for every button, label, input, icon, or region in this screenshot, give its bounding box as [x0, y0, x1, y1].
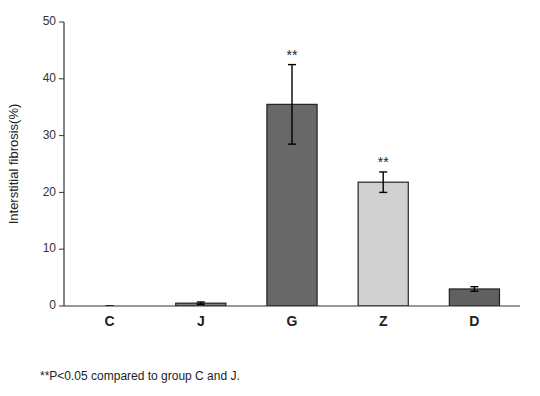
- y-tick-label: 30: [43, 128, 57, 142]
- y-axis-label: Interstitial fibrosis(%): [6, 104, 21, 225]
- bar: [449, 289, 499, 306]
- y-tick: [59, 78, 64, 79]
- y-tick: [59, 135, 64, 136]
- x-tick-label: J: [197, 313, 205, 329]
- y-tick: [59, 22, 64, 23]
- footnote: **P<0.05 compared to group C and J.: [40, 369, 240, 383]
- error-bar: [288, 65, 296, 145]
- y-tick-label: 10: [43, 241, 57, 255]
- y-tick-label: 40: [43, 71, 57, 85]
- y-axis-line: [63, 22, 64, 306]
- y-tick: [59, 306, 64, 307]
- error-bar-cap: [197, 301, 205, 302]
- error-bar-cap: [288, 64, 296, 65]
- error-bar-cap: [470, 286, 478, 287]
- y-tick: [59, 249, 64, 250]
- error-bar-cap: [288, 143, 296, 144]
- annotation: **: [287, 47, 298, 63]
- error-bar-cap: [470, 291, 478, 292]
- error-bar-cap: [379, 171, 387, 172]
- bar: [358, 182, 408, 306]
- chart-container: 0 10 20 30 40 50 Interstitial fibrosis(%) C J G Z D…: [0, 0, 540, 396]
- x-tick-label: C: [105, 313, 115, 329]
- y-tick-label: 20: [43, 185, 57, 199]
- error-bar-cap: [379, 192, 387, 193]
- x-tick-label: G: [287, 313, 298, 329]
- x-tick-label: D: [469, 313, 479, 329]
- error-bar-line: [383, 172, 384, 192]
- error-bar-cap: [197, 304, 205, 305]
- annotation: **: [378, 154, 389, 170]
- x-axis-line: [64, 305, 520, 306]
- y-tick: [59, 192, 64, 193]
- x-tick-label: Z: [379, 313, 388, 329]
- error-bar: [470, 287, 478, 292]
- plot-marks: [106, 65, 500, 306]
- chart-svg: 0 10 20 30 40 50 Interstitial fibrosis(%) C J G Z D…: [0, 0, 540, 396]
- y-tick-label: 50: [43, 14, 57, 28]
- error-bar-line: [291, 65, 292, 145]
- error-bar: [379, 172, 387, 192]
- y-tick-label: 0: [49, 298, 56, 312]
- error-bar: [197, 302, 205, 304]
